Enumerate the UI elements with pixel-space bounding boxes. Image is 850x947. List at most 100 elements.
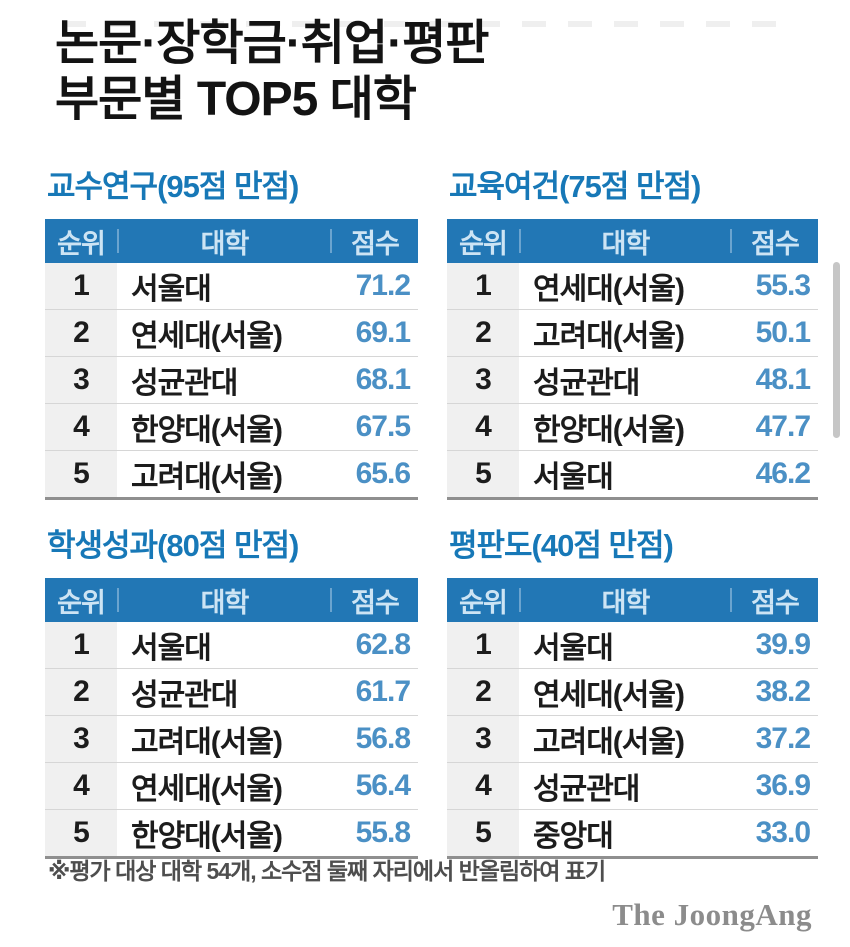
score-cell: 37.2 (755, 722, 811, 755)
table-header: 순위 대학 점수 (447, 219, 818, 263)
header-cell-university: 대학 (601, 587, 651, 618)
table-row: 2 성균관대 61.7 (45, 669, 418, 716)
rank-cell: 5 (447, 810, 519, 856)
rank-cell: 5 (447, 451, 519, 497)
university-cell: 성균관대 (131, 679, 238, 712)
header-divider (330, 588, 332, 612)
rank-cell: 2 (447, 310, 519, 356)
score-cell: 33.0 (755, 816, 811, 849)
university-cell: 중앙대 (533, 820, 614, 853)
scrollbar-thumb[interactable] (833, 262, 840, 438)
score-cell: 56.4 (355, 769, 411, 802)
page-title: 논문·장학금·취업·평판 부문별 TOP5 대학 (55, 16, 489, 128)
university-cell: 연세대(서울) (533, 679, 685, 712)
panel-education-conditions: 교육여건(75점 만점) 순위 대학 점수 1 연세대(서울) 55.3 2 고… (447, 161, 818, 500)
university-cell: 성균관대 (533, 773, 640, 806)
university-cell: 고려대(서울) (131, 726, 283, 759)
header-divider (519, 588, 521, 612)
table-row: 3 성균관대 68.1 (45, 357, 418, 404)
university-cell: 연세대(서울) (131, 320, 283, 353)
panel-student-outcomes: 학생성과(80점 만점) 순위 대학 점수 1 서울대 62.8 2 성균관대 (45, 520, 418, 859)
table-row: 4 연세대(서울) 56.4 (45, 763, 418, 810)
score-cell: 68.1 (355, 363, 411, 396)
table-row: 5 한양대(서울) 55.8 (45, 810, 418, 856)
brand-logo: The JoongAng (612, 897, 812, 932)
header-divider (117, 229, 119, 253)
section-title: 교수연구(95점 만점) (47, 169, 299, 204)
rank-cell: 1 (447, 622, 519, 668)
header-divider (519, 229, 521, 253)
score-cell: 46.2 (755, 457, 811, 490)
table-row: 4 한양대(서울) 47.7 (447, 404, 818, 451)
score-cell: 69.1 (355, 316, 411, 349)
header-divider (730, 229, 732, 253)
table-row: 2 고려대(서울) 50.1 (447, 310, 818, 357)
rank-cell: 3 (447, 716, 519, 762)
rank-cell: 3 (447, 357, 519, 403)
university-cell: 서울대 (131, 632, 212, 665)
table-row: 5 고려대(서울) 65.6 (45, 451, 418, 497)
header-cell-rank: 순위 (459, 587, 508, 618)
cropped-text-artifact (62, 21, 782, 27)
university-cell: 한양대(서울) (131, 414, 283, 447)
rank-cell: 1 (45, 622, 117, 668)
panel-professor-research: 교수연구(95점 만점) 순위 대학 점수 1 서울대 71.2 2 연세대(서… (45, 161, 418, 500)
header-cell-rank: 순위 (57, 228, 106, 259)
university-cell: 서울대 (131, 273, 212, 306)
table-header: 순위 대학 점수 (45, 578, 418, 622)
header-cell-score: 점수 (751, 587, 800, 618)
header-cell-university: 대학 (601, 228, 651, 259)
university-cell: 서울대 (533, 632, 614, 665)
score-cell: 67.5 (355, 410, 411, 443)
section-title: 교육여건(75점 만점) (449, 169, 701, 204)
score-cell: 61.7 (355, 675, 411, 708)
university-cell: 성균관대 (131, 367, 238, 400)
rank-cell: 2 (447, 669, 519, 715)
header-cell-score: 점수 (751, 228, 800, 259)
rank-cell: 5 (45, 451, 117, 497)
tables-grid: 교수연구(95점 만점) 순위 대학 점수 1 서울대 71.2 2 연세대(서… (45, 161, 818, 859)
score-cell: 55.3 (755, 269, 811, 302)
rank-cell: 1 (447, 263, 519, 309)
section-title: 평판도(40점 만점) (449, 528, 674, 563)
table-row: 1 서울대 71.2 (45, 263, 418, 310)
rank-cell: 3 (45, 716, 117, 762)
university-cell: 연세대(서울) (533, 273, 685, 306)
university-cell: 고려대(서울) (533, 726, 685, 759)
rank-cell: 4 (447, 763, 519, 809)
score-cell: 65.6 (355, 457, 411, 490)
university-cell: 연세대(서울) (131, 773, 283, 806)
score-cell: 71.2 (355, 269, 411, 302)
ranking-table: 순위 대학 점수 1 서울대 39.9 2 연세대(서울) 38.2 (447, 578, 818, 859)
university-cell: 고려대(서울) (533, 320, 685, 353)
ranking-table: 순위 대학 점수 1 연세대(서울) 55.3 2 고려대(서울) 50.1 (447, 219, 818, 500)
rank-cell: 4 (45, 404, 117, 450)
ranking-table: 순위 대학 점수 1 서울대 71.2 2 연세대(서울) 69.1 (45, 219, 418, 500)
footnote: ※평가 대상 대학 54개, 소수점 둘째 자리에서 반올림하여 표기 (48, 858, 606, 884)
header-divider (117, 588, 119, 612)
rank-cell: 5 (45, 810, 117, 856)
score-cell: 39.9 (755, 628, 811, 661)
section-title: 학생성과(80점 만점) (47, 528, 299, 563)
header-cell-university: 대학 (200, 228, 250, 259)
score-cell: 55.8 (355, 816, 411, 849)
rank-cell: 1 (45, 263, 117, 309)
table-row: 5 중앙대 33.0 (447, 810, 818, 856)
university-cell: 고려대(서울) (131, 461, 283, 494)
header-divider (730, 588, 732, 612)
header-cell-rank: 순위 (57, 587, 106, 618)
rank-cell: 2 (45, 669, 117, 715)
score-cell: 48.1 (755, 363, 811, 396)
rank-cell: 2 (45, 310, 117, 356)
header-cell-score: 점수 (351, 228, 400, 259)
page-title-line2: 부문별 TOP5 대학 (55, 73, 417, 127)
table-row: 3 고려대(서울) 56.8 (45, 716, 418, 763)
table-header: 순위 대학 점수 (447, 578, 818, 622)
score-cell: 36.9 (755, 769, 811, 802)
score-cell: 50.1 (755, 316, 811, 349)
header-divider (330, 229, 332, 253)
rank-cell: 4 (45, 763, 117, 809)
table-row: 4 성균관대 36.9 (447, 763, 818, 810)
header-cell-score: 점수 (351, 587, 400, 618)
header-cell-university: 대학 (200, 587, 250, 618)
